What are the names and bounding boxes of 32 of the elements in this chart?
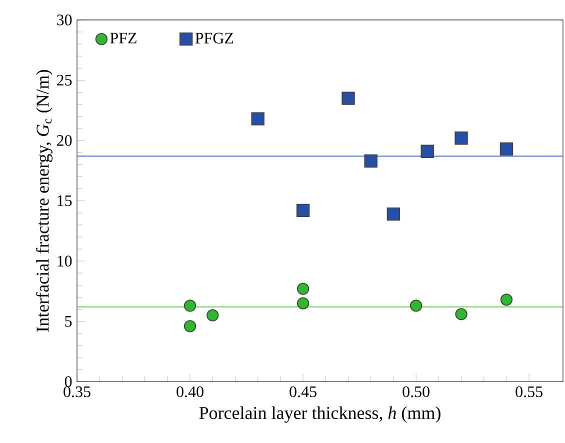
point bbox=[500, 294, 513, 306]
x-tick-label: 0.55 bbox=[516, 386, 542, 398]
point bbox=[455, 308, 468, 320]
x-tick-label: 0.35 bbox=[64, 386, 90, 398]
y-tick-label: 25 bbox=[57, 74, 72, 86]
x-tick-label: 0.45 bbox=[290, 386, 316, 398]
point bbox=[296, 204, 310, 218]
point bbox=[410, 300, 422, 312]
point bbox=[296, 297, 310, 310]
y-tick-label: 0 bbox=[64, 376, 72, 388]
x-tick-label: 0.50 bbox=[402, 386, 430, 398]
legend-label: PFZ bbox=[110, 32, 136, 44]
point bbox=[500, 142, 514, 156]
point bbox=[420, 144, 434, 158]
y-tick-label: 10 bbox=[58, 256, 72, 266]
y-tick-label: 5 bbox=[65, 316, 72, 327]
point bbox=[206, 309, 219, 322]
x-axis-title: Porcelain layer thickness, h (mm) bbox=[199, 406, 440, 423]
y-tick-label: 30 bbox=[57, 14, 72, 26]
point bbox=[386, 207, 400, 221]
point bbox=[296, 282, 310, 295]
point bbox=[364, 154, 378, 168]
point bbox=[251, 112, 264, 126]
point bbox=[454, 131, 468, 145]
y-axis-title: Interfacial fracture energy, G$_{c}$ (N/m) bbox=[36, 70, 52, 332]
legend-label: PFGZ bbox=[195, 32, 234, 44]
point bbox=[342, 92, 355, 105]
y-tick-label: 15 bbox=[58, 195, 72, 206]
point bbox=[184, 320, 196, 332]
y-tick-label: 20 bbox=[57, 135, 72, 146]
point bbox=[184, 300, 196, 312]
x-tick-label: 0.40 bbox=[176, 386, 204, 398]
